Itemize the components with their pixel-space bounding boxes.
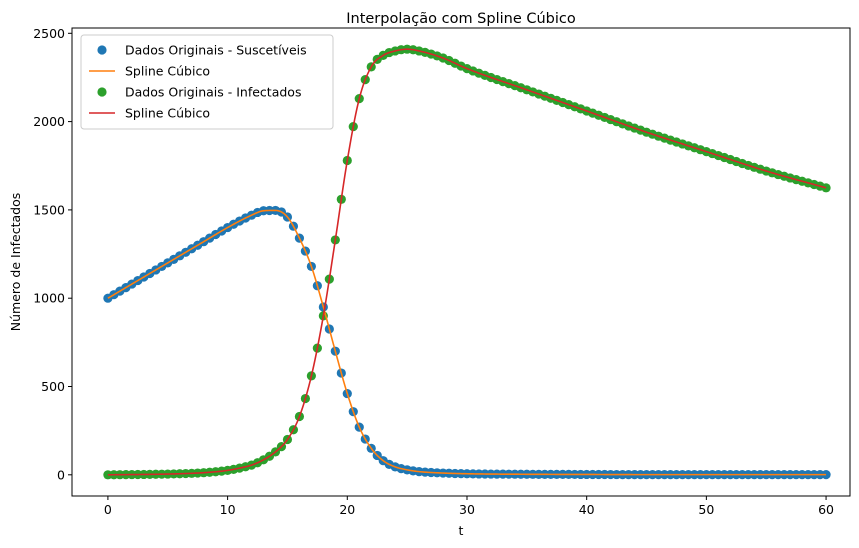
- x-axis-label: t: [459, 523, 464, 538]
- legend-label: Dados Originais - Suscetíveis: [125, 43, 307, 58]
- y-axis: 0 500 1000 1500 2000 2500: [33, 26, 72, 482]
- legend: Dados Originais - Suscetíveis Spline Cúbi…: [80, 34, 334, 130]
- data-point: [821, 183, 831, 193]
- x-tick-label: 30: [459, 502, 475, 517]
- x-tick-label: 50: [698, 502, 714, 517]
- x-tick-label: 40: [579, 502, 595, 517]
- y-tick-label: 2000: [33, 114, 65, 129]
- legend-label: Dados Originais - Infectados: [125, 85, 301, 100]
- x-tick-label: 10: [220, 502, 236, 517]
- y-tick-label: 1000: [33, 291, 65, 306]
- legend-marker: [97, 45, 107, 55]
- spline-line-susceptible: [107, 209, 827, 476]
- x-tick-label: 60: [818, 502, 834, 517]
- x-axis: 0 10 20 30 40 50 60: [104, 496, 834, 517]
- y-tick-label: 2500: [33, 26, 65, 41]
- axes-frame: [71, 27, 851, 497]
- legend-box: [80, 34, 334, 130]
- legend-label: Spline Cúbico: [125, 106, 210, 121]
- legend-marker: [97, 87, 107, 97]
- y-tick-label: 500: [41, 379, 65, 394]
- legend-item: Spline Cúbico: [89, 106, 210, 121]
- legend-item: Dados Originais - Infectados: [97, 85, 301, 100]
- y-tick-label: 0: [57, 467, 65, 482]
- legend-label: Spline Cúbico: [125, 64, 210, 79]
- legend-item: Spline Cúbico: [89, 64, 210, 79]
- spline-line-infected: [107, 48, 827, 476]
- x-tick-label: 20: [339, 502, 355, 517]
- legend-item: Dados Originais - Suscetíveis: [97, 43, 307, 58]
- chart-title: Interpolação com Spline Cúbico: [346, 11, 576, 27]
- y-tick-label: 1500: [33, 202, 65, 217]
- data-point: [821, 470, 831, 480]
- plot-area: [103, 44, 831, 480]
- x-tick-label: 0: [104, 502, 112, 517]
- y-axis-label: Número de Infectados: [8, 193, 23, 331]
